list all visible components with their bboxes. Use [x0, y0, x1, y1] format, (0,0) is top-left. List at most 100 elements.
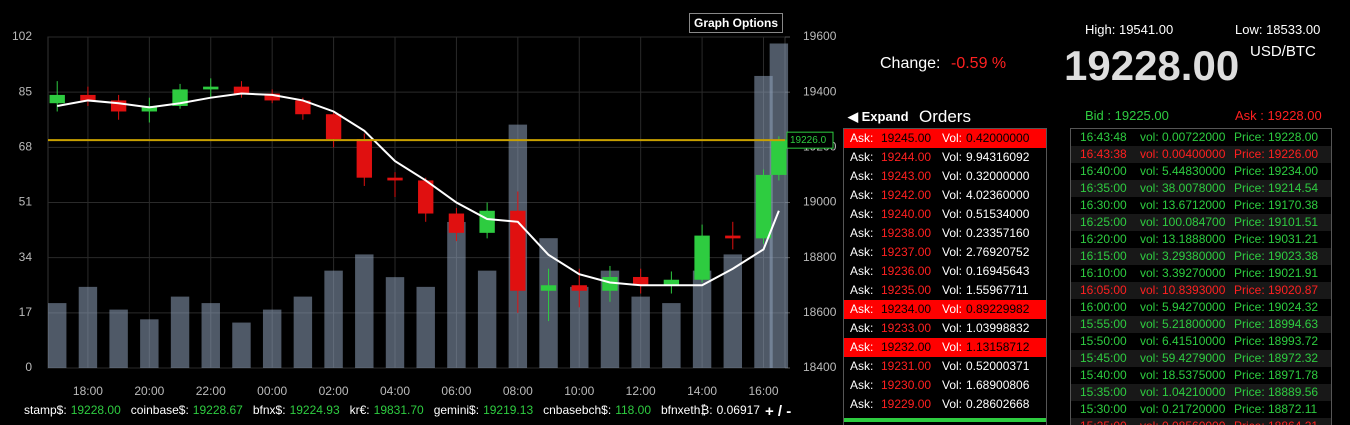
- candle-body: [325, 114, 342, 140]
- candle-body: [479, 210, 495, 233]
- order-vol: 4.02360000: [966, 188, 1030, 202]
- ask-label: Ask:: [850, 264, 874, 278]
- trade-row: 16:43:48 vol: 0.00722000 Price: 19228.00: [1071, 129, 1331, 146]
- order-price: 19242.00: [881, 188, 932, 202]
- y2-tick-label: 18800: [803, 250, 837, 264]
- trade-time: 15:40:00: [1080, 368, 1127, 382]
- trade-time: 15:25:00: [1080, 418, 1127, 425]
- trade-price: 19020.87: [1268, 283, 1319, 297]
- zoom-control[interactable]: + / -: [765, 403, 792, 420]
- trade-row: 15:30:00 vol: 0.21720000 Price: 18872.11: [1071, 401, 1331, 418]
- candle-body: [49, 94, 65, 104]
- ticker-value: 118.00: [615, 403, 651, 417]
- trade-price-label: Price:: [1234, 130, 1265, 144]
- x-tick-label: 22:00: [196, 384, 226, 398]
- trade-time: 16:05:00: [1080, 283, 1127, 297]
- volume-bar: [570, 286, 589, 368]
- trade-row: 15:45:00 vol: 59.4279000 Price: 18972.32: [1071, 350, 1331, 367]
- trade-vol: 1.04210000: [1162, 385, 1226, 399]
- order-price: 19234.00: [881, 302, 932, 316]
- candle-body: [571, 285, 587, 291]
- volume-bar: [477, 270, 497, 368]
- trade-price: 19031.21: [1268, 232, 1319, 246]
- trade-time: 15:30:00: [1080, 402, 1127, 416]
- order-row: Ask: 19232.00 Vol: 1.13158712: [844, 338, 1046, 357]
- x-tick-label: 12:00: [626, 384, 656, 398]
- volume-bar: [662, 303, 681, 368]
- ticker-name: coinbase$:: [130, 403, 189, 417]
- trade-time: 15:50:00: [1080, 334, 1127, 348]
- trade-row: 16:05:00 vol: 10.8393000 Price: 19020.87: [1071, 282, 1331, 299]
- trade-price: 19023.38: [1268, 249, 1319, 263]
- trade-row: 16:20:00 vol: 13.1888000 Price: 19031.21: [1071, 231, 1331, 248]
- order-price: 19243.00: [881, 169, 932, 183]
- volume-bar: [170, 296, 190, 368]
- trade-time: 16:10:00: [1080, 266, 1127, 280]
- change-value: -0.59 %: [951, 55, 1007, 72]
- trade-time: 16:40:00: [1080, 164, 1127, 178]
- trade-row: 16:30:00 vol: 13.6712000 Price: 19170.38: [1071, 197, 1331, 214]
- ask-label: Ask:: [850, 283, 874, 297]
- trade-price: 18971.78: [1268, 368, 1319, 382]
- last-price-tag: 19226.0: [790, 135, 827, 146]
- trade-row: 15:25:00 vol:0.08560000 Price:18864.21: [1071, 418, 1331, 425]
- trade-vol-label: vol:: [1140, 249, 1159, 263]
- candle-body: [264, 93, 280, 101]
- x-tick-label: 14:00: [687, 384, 717, 398]
- expand-button[interactable]: ◀ Expand: [848, 109, 909, 124]
- trade-vol: 13.1888000: [1162, 232, 1226, 246]
- trade-price-label: Price:: [1234, 232, 1265, 246]
- trade-vol-label: vol:: [1140, 198, 1159, 212]
- x-tick-label: 00:00: [257, 384, 287, 398]
- trade-time: 16:20:00: [1080, 232, 1127, 246]
- vol-label: Vol:: [942, 169, 963, 183]
- order-price: 19236.00: [881, 264, 932, 278]
- volume-bar: [769, 43, 789, 368]
- volume-bar: [692, 270, 712, 368]
- ask-label: Ask:: [850, 188, 874, 202]
- ask-label: Ask:: [850, 397, 874, 411]
- x-tick-label: 06:00: [441, 384, 471, 398]
- volume-bar: [48, 303, 67, 368]
- ticker-name: stamp$:: [24, 403, 67, 417]
- order-vol: 0.16945643: [966, 264, 1030, 278]
- vol-label: Vol:: [942, 283, 963, 297]
- order-vol: 1.13158712: [966, 340, 1030, 354]
- candle-body: [694, 235, 710, 280]
- volume-bar: [262, 309, 282, 368]
- trade-vol: 5.44830000: [1162, 164, 1226, 178]
- candle-body: [295, 100, 311, 115]
- trade-vol-label: vol:: [1140, 418, 1159, 425]
- trade-vol: 5.94270000: [1162, 300, 1226, 314]
- ticker-value: 19228.00: [70, 403, 121, 417]
- trade-price: 18872.11: [1268, 402, 1318, 416]
- volume-bar: [631, 296, 650, 368]
- trade-row: 16:15:00 vol: 3.29380000 Price: 19023.38: [1071, 248, 1331, 265]
- trade-time: 16:30:00: [1080, 198, 1127, 212]
- ask-label: Ask:: [850, 302, 874, 316]
- trade-price-label: Price:: [1234, 164, 1265, 178]
- trade-row: 15:35:00 vol: 1.04210000 Price: 18889.56: [1071, 384, 1331, 401]
- vol-label: Vol:: [942, 321, 963, 335]
- candle-body: [510, 210, 526, 291]
- vol-label: Vol:: [942, 207, 963, 221]
- x-tick-label: 20:00: [134, 384, 164, 398]
- trade-price-label: Price:: [1234, 402, 1265, 416]
- order-row: Ask: 19233.00 Vol: 1.03998832: [844, 319, 1046, 338]
- trade-vol-label: vol:: [1140, 147, 1159, 161]
- trade-price: 18994.63: [1268, 317, 1319, 331]
- order-price: 19237.00: [881, 245, 932, 259]
- ticker-value: 19228.67: [192, 403, 243, 417]
- ask-label: Ask:: [850, 207, 874, 221]
- trade-price-label: Price:: [1234, 385, 1265, 399]
- trade-time: 16:25:00: [1080, 215, 1127, 229]
- order-vol: 0.32000000: [966, 169, 1030, 183]
- trade-vol-label: vol:: [1140, 368, 1159, 382]
- graph-options-button[interactable]: Graph Options: [689, 13, 783, 33]
- vol-label: Vol:: [942, 188, 963, 202]
- order-row: Ask: 19235.00 Vol: 1.55967711: [844, 281, 1046, 300]
- y-tick-label: 85: [19, 84, 33, 98]
- trade-vol: 3.39270000: [1162, 266, 1226, 280]
- trade-price: 18972.32: [1268, 351, 1319, 365]
